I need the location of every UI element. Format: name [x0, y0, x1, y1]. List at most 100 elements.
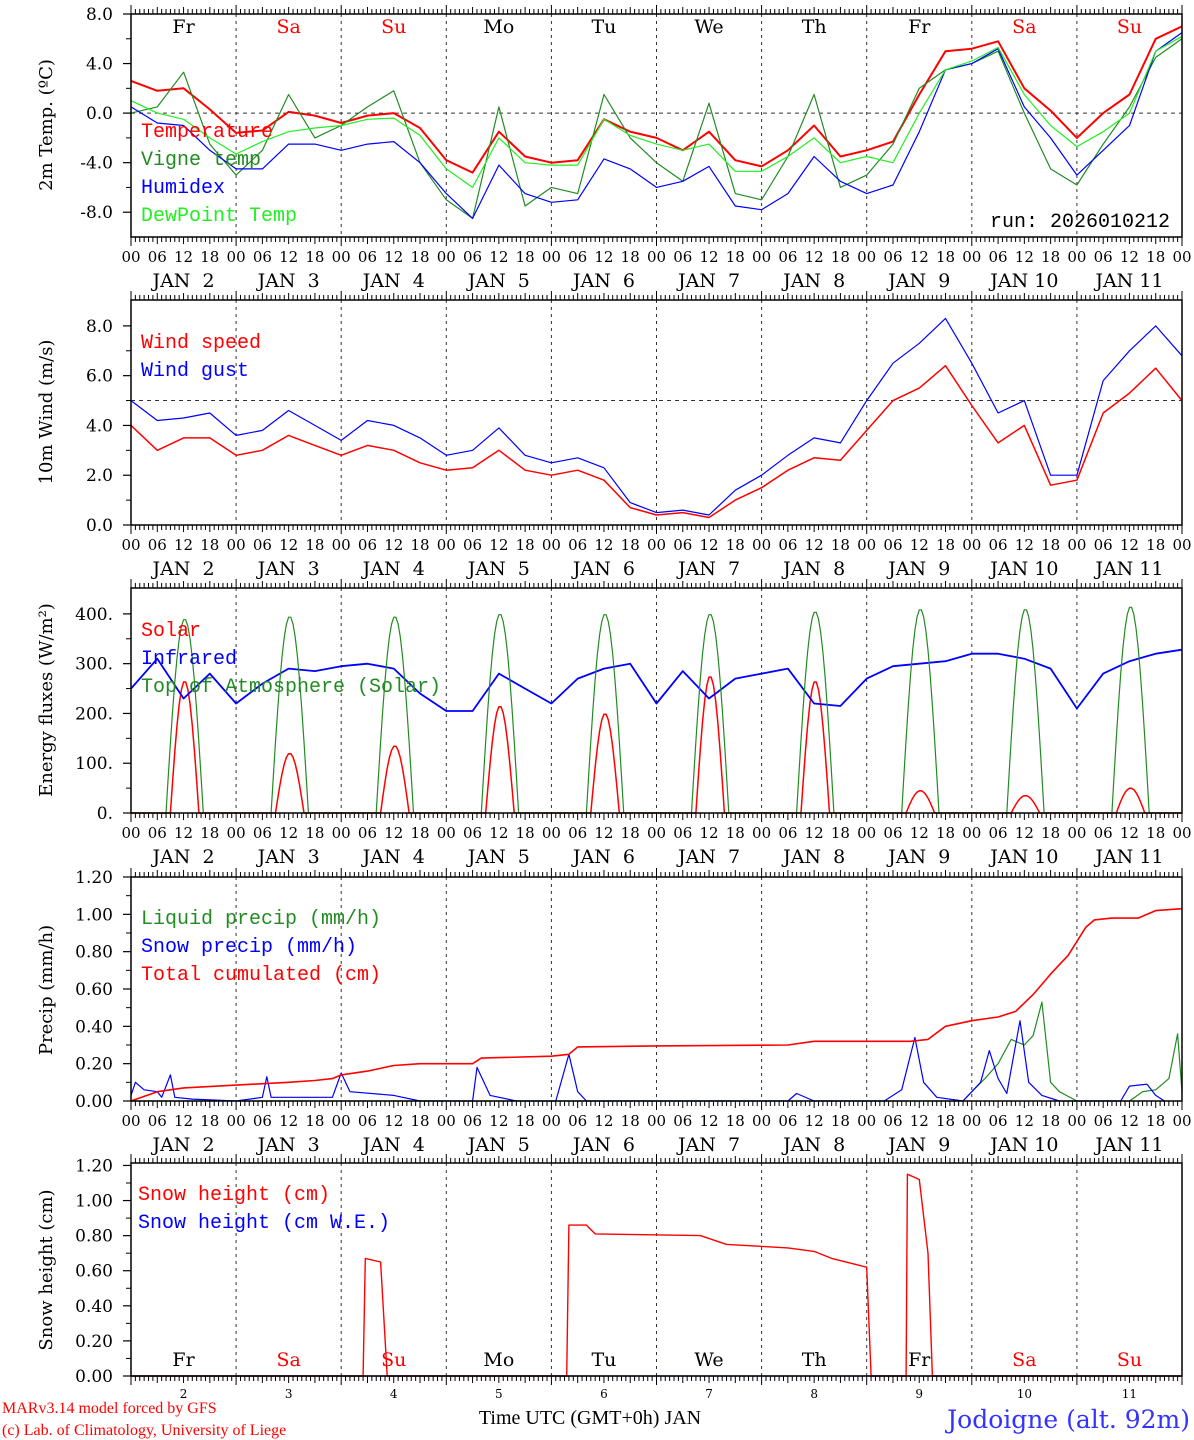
x-date-label: JAN 6	[571, 558, 635, 580]
series-line-humidex	[130, 32, 1183, 219]
x-hour-label: 18	[200, 248, 219, 266]
weekday-label: Sa	[276, 16, 300, 38]
x-hour-label: 18	[936, 248, 955, 266]
y-tick-label: 0.60	[75, 1262, 113, 1282]
x-hour-label: 18	[726, 536, 745, 554]
series-line-dewpoint-temp	[130, 35, 1183, 188]
x-hour-label: 06	[883, 1112, 902, 1130]
x-hour-label: 12	[1015, 248, 1034, 266]
x-hour-label: 06	[568, 824, 587, 842]
x-date-label: JAN 6	[571, 270, 635, 292]
x-day-number: 9	[915, 1387, 923, 1401]
x-hour-label: 06	[1094, 824, 1113, 842]
x-hour-label: 06	[883, 824, 902, 842]
x-hour-label: 00	[752, 824, 771, 842]
y-tick-label: 8.0	[86, 5, 113, 25]
x-hour-label: 18	[305, 248, 324, 266]
x-hour-label: 18	[936, 536, 955, 554]
x-hour-label: 00	[1172, 824, 1191, 842]
weekday-label: Fr	[172, 16, 195, 38]
x-hour-label: 18	[831, 536, 850, 554]
x-hour-label: 18	[621, 824, 640, 842]
weekday-label: Sa	[276, 1349, 300, 1371]
weekday-label: Fr	[172, 1349, 195, 1371]
y-tick-label: 0.80	[75, 1227, 113, 1247]
x-date-label: JAN 5	[466, 558, 530, 580]
x-hour-label: 12	[384, 1112, 403, 1130]
x-hour-label: 12	[489, 1112, 508, 1130]
y-axis-title: 2m Temp. (ºC)	[36, 59, 57, 191]
x-hour-label: 12	[805, 824, 824, 842]
y-axis-title: Precip (mm/h)	[36, 925, 57, 1055]
x-hour-label: 06	[778, 248, 797, 266]
x-hour-label: 06	[1094, 536, 1113, 554]
x-hour-label: 18	[1041, 536, 1060, 554]
x-hour-label: 06	[253, 536, 272, 554]
x-hour-label: 06	[358, 248, 377, 266]
x-hour-label: 00	[227, 248, 246, 266]
x-hour-label: 12	[594, 536, 613, 554]
legend-entry: Humidex	[141, 177, 225, 200]
x-hour-label: 12	[174, 1112, 193, 1130]
x-hour-label: 00	[857, 824, 876, 842]
x-hour-label: 18	[200, 1112, 219, 1130]
x-hour-label: 00	[1067, 248, 1086, 266]
axes-layer	[123, 5, 1183, 1385]
x-day-number: 2	[180, 1387, 188, 1401]
x-hour-label: 06	[463, 248, 482, 266]
x-hour-label: 18	[516, 248, 535, 266]
x-hour-label: 00	[542, 248, 561, 266]
x-hour-label: 00	[227, 1112, 246, 1130]
legend-entry: Vigne temp	[141, 149, 261, 172]
x-hour-label: 18	[305, 1112, 324, 1130]
x-hour-label: 00	[962, 536, 981, 554]
x-hour-label: 06	[989, 1112, 1008, 1130]
x-hour-label: 06	[778, 536, 797, 554]
legend-entry: Wind gust	[141, 360, 249, 383]
x-hour-label: 00	[1067, 536, 1086, 554]
x-hour-label: 06	[148, 536, 167, 554]
x-hour-label: 00	[1172, 1112, 1191, 1130]
y-tick-label: 0.60	[75, 980, 113, 1000]
x-hour-label: 06	[253, 824, 272, 842]
y-tick-label: 6.0	[86, 367, 113, 387]
x-date-label: JAN 3	[256, 846, 320, 868]
x-hour-label: 06	[989, 824, 1008, 842]
x-hour-label: 00	[227, 824, 246, 842]
x-date-label: JAN 5	[466, 1134, 530, 1156]
x-hour-label: 18	[516, 536, 535, 554]
y-axis-title: Energy fluxes (W/m²)	[36, 603, 57, 797]
x-hour-label: 12	[489, 248, 508, 266]
x-date-label: JAN 7	[676, 558, 740, 580]
legend-entry: Solar	[141, 620, 201, 643]
x-hour-label: 12	[1015, 824, 1034, 842]
x-hour-label: 12	[489, 824, 508, 842]
y-axis-title: Snow height (cm)	[36, 1189, 57, 1350]
series-line-snow-height-cm	[131, 1173, 1182, 1377]
y-tick-label: 1.00	[75, 1192, 113, 1212]
x-hour-label: 12	[174, 824, 193, 842]
x-hour-label: 06	[989, 536, 1008, 554]
x-day-number: 4	[390, 1387, 398, 1401]
y-tick-label: 300.	[75, 655, 113, 675]
x-date-label: JAN 2	[150, 558, 214, 580]
x-hour-label: 18	[305, 824, 324, 842]
x-hour-label: 12	[384, 824, 403, 842]
weekday-label: Tu	[591, 16, 616, 38]
x-hour-label: 00	[647, 536, 666, 554]
x-hour-label: 06	[148, 824, 167, 842]
x-hour-label: 00	[857, 248, 876, 266]
legend-entry: Total cumulated (cm)	[141, 964, 381, 987]
x-hour-label: 12	[489, 536, 508, 554]
x-hour-label: 18	[936, 824, 955, 842]
x-hour-label: 00	[1067, 824, 1086, 842]
x-axis-title: Time UTC (GMT+0h) JAN	[479, 1407, 701, 1429]
x-hour-label: 18	[726, 248, 745, 266]
x-hour-label: 12	[384, 536, 403, 554]
legend-entry: DewPoint Temp	[141, 205, 297, 228]
x-hour-label: 00	[752, 1112, 771, 1130]
weekday-label: Su	[1117, 1349, 1142, 1371]
x-hour-label: 00	[332, 1112, 351, 1130]
x-hour-label: 06	[673, 248, 692, 266]
